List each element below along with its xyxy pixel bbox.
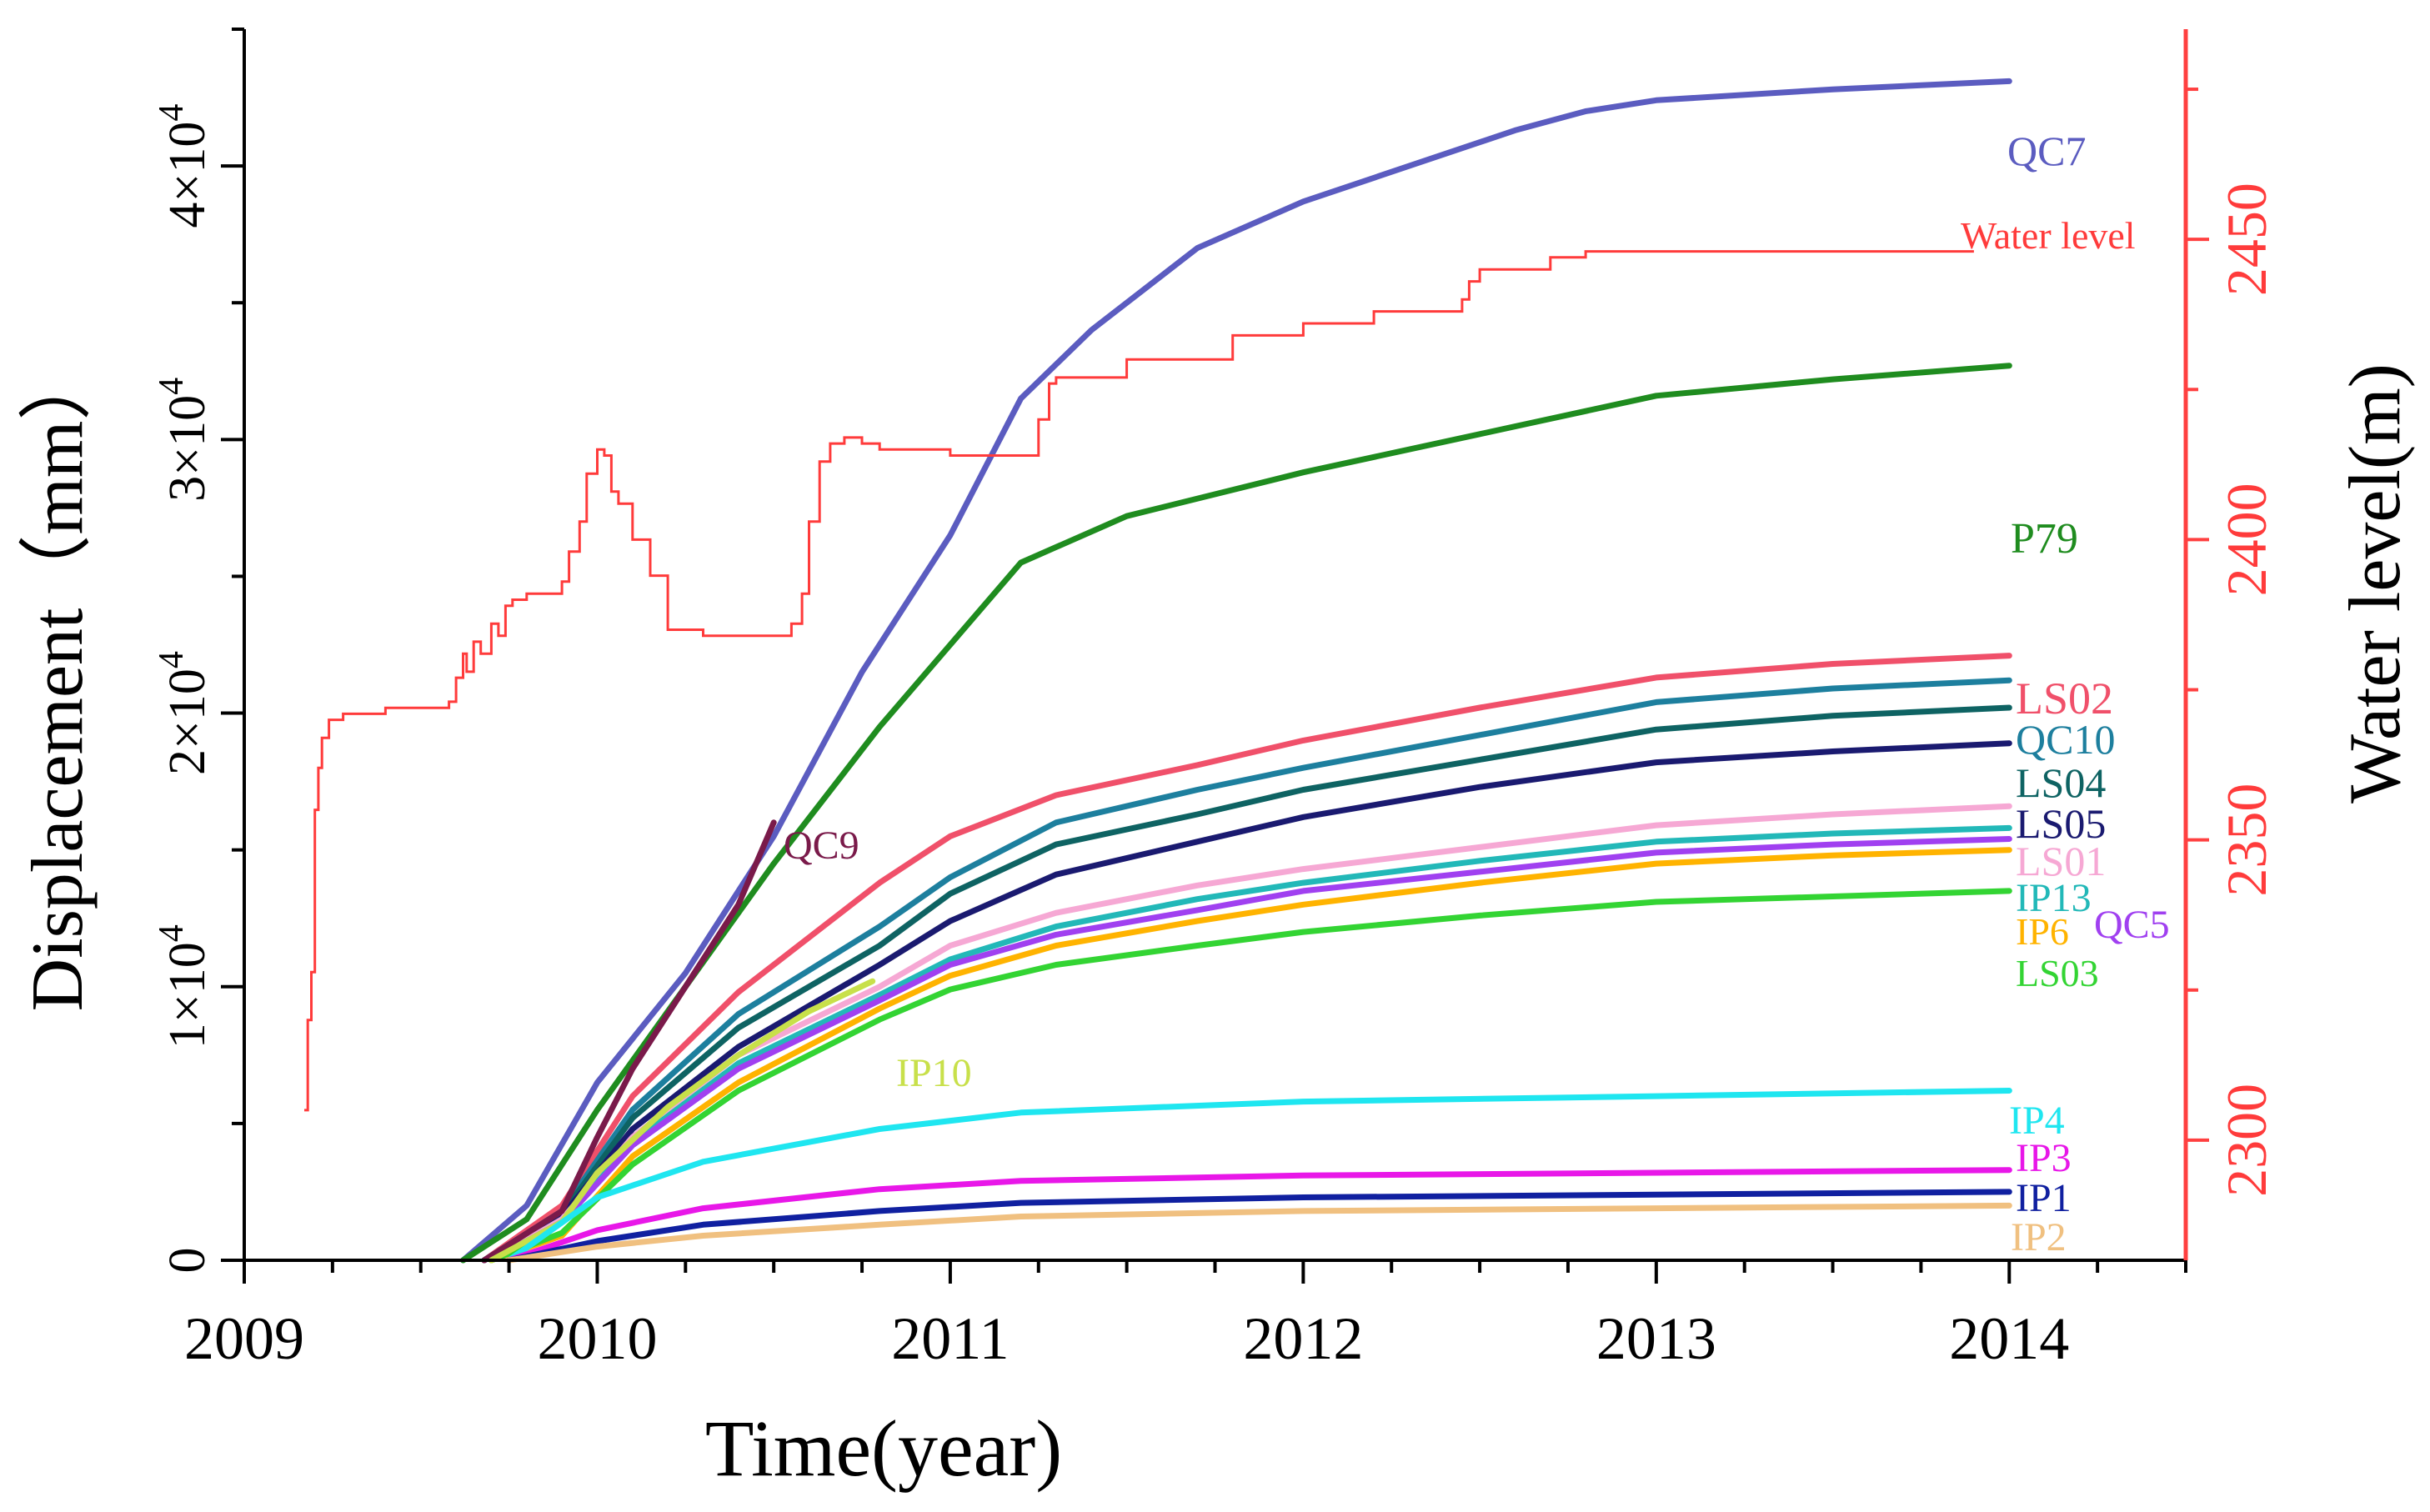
x-tick-label: 2013 <box>1596 1305 1716 1372</box>
series-label-qc5: QC5 <box>2094 903 2170 947</box>
series-line-ip2 <box>506 1202 2012 1264</box>
series-label-water-level: Water level <box>1961 214 2136 257</box>
series-line-qc5 <box>488 836 2012 1264</box>
series-line-ip4 <box>506 1088 2012 1264</box>
series-line-qc9 <box>481 819 777 1264</box>
x-tick-label: 2014 <box>1949 1305 2069 1372</box>
y-tick-label: 0 <box>159 1248 216 1274</box>
series-label-ls03: LS03 <box>2016 952 2099 994</box>
y-tick-label: 3×104 <box>153 378 216 502</box>
series-label-ls04: LS04 <box>2016 759 2106 806</box>
series-label-ip1: IP1 <box>2016 1176 2072 1220</box>
series-layer <box>460 78 2012 1264</box>
series-label-qc7: QC7 <box>2007 128 2086 174</box>
y-tick-label: 1×104 <box>153 924 216 1049</box>
series-line-ls04 <box>481 704 2012 1264</box>
series-label-ls01: LS01 <box>2016 838 2106 884</box>
x-tick-label: 2009 <box>184 1305 304 1372</box>
x-tick-label: 2011 <box>891 1305 1009 1372</box>
series-label-ip4: IP4 <box>2009 1099 2065 1143</box>
series-label-ip10: IP10 <box>896 1051 972 1095</box>
series-label-ls05: LS05 <box>2016 800 2106 847</box>
series-line-ip1 <box>506 1189 2012 1264</box>
series-line-ls02 <box>481 653 2012 1264</box>
series-label-ip13: IP13 <box>2016 876 2092 920</box>
series-line-ip6 <box>488 847 2012 1264</box>
water-level-layer <box>304 250 1974 1112</box>
y2-axis-title: Water level(m) <box>2335 363 2416 804</box>
y2-tick-label: 2350 <box>2215 784 2278 897</box>
y-tick-label-group: 1×104 <box>153 924 216 1049</box>
y-tick-label-group: 2×104 <box>153 651 216 775</box>
y2-tick-label: 2400 <box>2215 483 2278 596</box>
y-tick-label: 4×104 <box>153 104 216 228</box>
series-label-ip6: IP6 <box>2016 910 2069 953</box>
series-label-qc10: QC10 <box>2016 716 2115 763</box>
series-line-qc7 <box>460 78 2012 1264</box>
y-axis-title: Displacement（mm） <box>18 348 98 1012</box>
y-tick-label-group: 3×104 <box>153 378 216 502</box>
series-label-qc9: QC9 <box>784 824 859 868</box>
axes-layer: 2009 2010 2011 2012 2013 2014 0 1×104 2×104 3×104… <box>153 28 2278 1372</box>
series-label-ls02: LS02 <box>2016 673 2113 723</box>
x-tick-label: 2010 <box>537 1305 657 1372</box>
y2-tick-label: 2300 <box>2215 1084 2278 1197</box>
x-tick-label: 2012 <box>1243 1305 1363 1372</box>
x-axis-title: Time(year) <box>705 1404 1062 1493</box>
series-label-ip2: IP2 <box>2011 1215 2067 1259</box>
y-tick-label-group: 4×104 <box>153 104 216 228</box>
series-label-p79: P79 <box>2011 515 2078 563</box>
series-line-p79 <box>460 363 2012 1264</box>
y2-tick-label: 2450 <box>2215 183 2278 296</box>
series-line-water-level <box>304 250 1974 1112</box>
series-line-ls03 <box>488 888 2012 1264</box>
series-label-ip3: IP3 <box>2016 1136 2072 1180</box>
series-line-ip3 <box>506 1167 2012 1264</box>
y-tick-label: 2×104 <box>153 651 216 775</box>
series-line-ls05 <box>481 740 2012 1264</box>
y-tick-label-group: 0 <box>159 1248 216 1274</box>
series-line-qc10 <box>481 677 2012 1264</box>
